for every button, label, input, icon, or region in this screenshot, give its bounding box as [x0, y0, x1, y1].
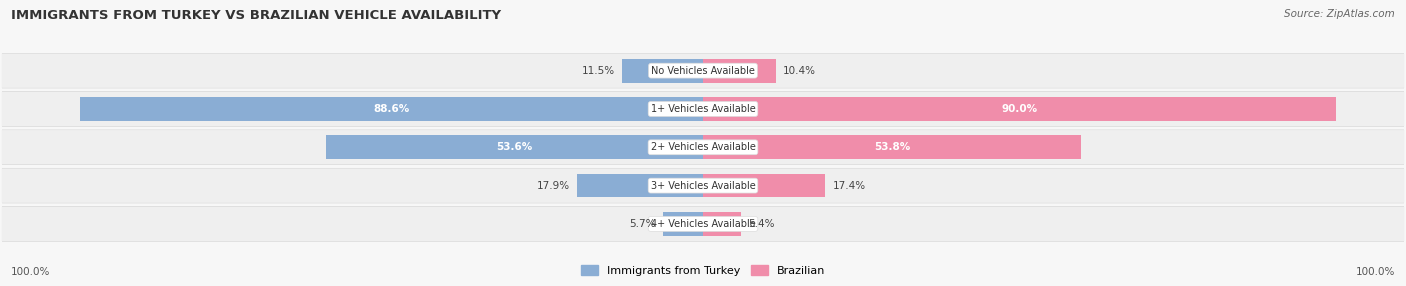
FancyBboxPatch shape: [1, 168, 1405, 203]
FancyBboxPatch shape: [1, 53, 1405, 88]
FancyBboxPatch shape: [1, 130, 1405, 164]
Text: 2+ Vehicles Available: 2+ Vehicles Available: [651, 142, 755, 152]
Bar: [621, 59, 703, 83]
FancyBboxPatch shape: [1, 207, 1405, 241]
Text: 17.9%: 17.9%: [537, 181, 571, 190]
Bar: [703, 97, 1336, 121]
Legend: Immigrants from Turkey, Brazilian: Immigrants from Turkey, Brazilian: [576, 261, 830, 281]
Text: No Vehicles Available: No Vehicles Available: [651, 66, 755, 76]
Bar: [703, 59, 776, 83]
Text: 53.8%: 53.8%: [875, 142, 910, 152]
FancyBboxPatch shape: [1, 91, 1405, 127]
FancyBboxPatch shape: [1, 53, 1405, 88]
FancyBboxPatch shape: [1, 168, 1405, 203]
Text: 1+ Vehicles Available: 1+ Vehicles Available: [651, 104, 755, 114]
Text: 4+ Vehicles Available: 4+ Vehicles Available: [651, 219, 755, 229]
Bar: [664, 212, 703, 236]
Bar: [578, 174, 703, 198]
Text: 53.6%: 53.6%: [496, 142, 533, 152]
Bar: [326, 135, 703, 159]
Text: 100.0%: 100.0%: [1355, 267, 1395, 277]
Text: Source: ZipAtlas.com: Source: ZipAtlas.com: [1284, 9, 1395, 19]
Text: 5.7%: 5.7%: [630, 219, 655, 229]
Bar: [703, 135, 1081, 159]
Bar: [703, 212, 741, 236]
Text: 11.5%: 11.5%: [582, 66, 616, 76]
FancyBboxPatch shape: [1, 206, 1405, 242]
Text: 88.6%: 88.6%: [374, 104, 409, 114]
Text: IMMIGRANTS FROM TURKEY VS BRAZILIAN VEHICLE AVAILABILITY: IMMIGRANTS FROM TURKEY VS BRAZILIAN VEHI…: [11, 9, 502, 21]
FancyBboxPatch shape: [1, 130, 1405, 165]
Bar: [80, 97, 703, 121]
Text: 5.4%: 5.4%: [748, 219, 775, 229]
Text: 90.0%: 90.0%: [1001, 104, 1038, 114]
Bar: [703, 174, 825, 198]
Text: 10.4%: 10.4%: [783, 66, 815, 76]
Text: 100.0%: 100.0%: [11, 267, 51, 277]
FancyBboxPatch shape: [1, 92, 1405, 126]
Text: 17.4%: 17.4%: [832, 181, 866, 190]
Text: 3+ Vehicles Available: 3+ Vehicles Available: [651, 181, 755, 190]
